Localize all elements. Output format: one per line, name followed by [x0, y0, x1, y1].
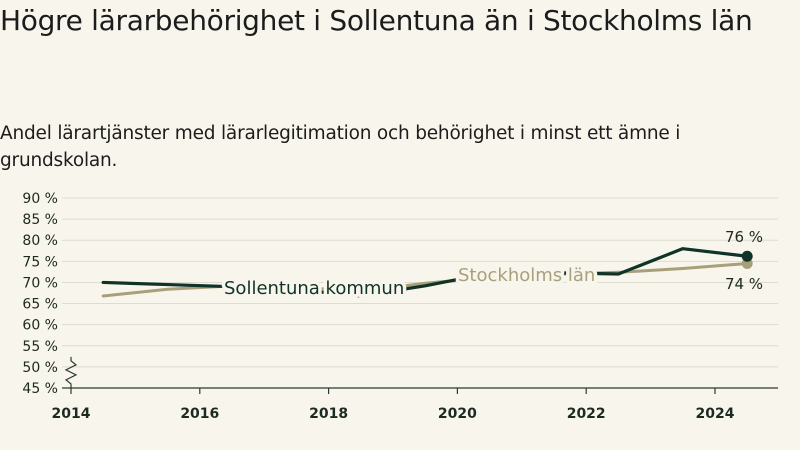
x-axis-ticks: 2014 2016 2018 2020 2022 2024	[52, 406, 735, 422]
chart-subtitle: Andel lärartjänster med lärarlegitimatio…	[0, 123, 681, 171]
y-tick-label: 60 %	[22, 318, 58, 334]
x-tick-label: 2016	[180, 406, 219, 422]
x-tick-label: 2022	[567, 406, 606, 422]
y-tick-label: 45 %	[22, 381, 58, 397]
x-tick-label: 2014	[52, 406, 91, 422]
y-tick-label: 50 %	[22, 360, 58, 376]
x-axis	[62, 356, 778, 394]
y-tick-label: 90 %	[22, 191, 58, 207]
stockholm-end-label: 74 %	[725, 275, 763, 293]
series-labels: Sollentuna kommun Stockholms län 76 % 74 %	[221, 228, 764, 303]
x-tick-label: 2018	[309, 406, 348, 422]
stockholm-series-label: Stockholms län	[458, 265, 595, 286]
y-tick-label: 85 %	[22, 212, 58, 228]
y-tick-label: 75 %	[22, 254, 58, 270]
chart-title: Högre lärarbehörighet i Sollentuna än i …	[0, 4, 753, 37]
sollentuna-end-label: 76 %	[725, 228, 763, 246]
x-tick-label: 2024	[696, 406, 735, 422]
sollentuna-line	[101, 247, 749, 298]
y-tick-label: 80 %	[22, 233, 58, 249]
axis-break-icon	[64, 356, 78, 389]
y-tick-label: 55 %	[22, 339, 58, 355]
sollentuna-series-label: Sollentuna kommun	[224, 278, 404, 299]
y-axis-ticks: 90 % 85 % 80 % 75 % 70 % 65 % 60 % 55 % 50 % 45 %	[22, 191, 58, 397]
line-chart: 90 % 85 % 80 % 75 % 70 % 65 % 60 % 55 % 50 % 45 %…	[22, 191, 778, 422]
series-lines	[101, 247, 753, 298]
sollentuna-end-point	[741, 250, 753, 262]
stockholm-line	[101, 261, 749, 298]
y-tick-label: 70 %	[22, 275, 58, 291]
y-tick-label: 65 %	[22, 297, 58, 313]
x-tick-label: 2020	[438, 406, 477, 422]
